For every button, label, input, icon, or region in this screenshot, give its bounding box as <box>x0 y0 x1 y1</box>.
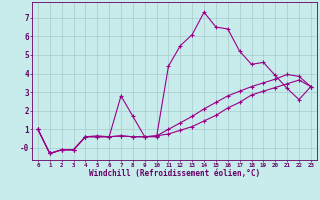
X-axis label: Windchill (Refroidissement éolien,°C): Windchill (Refroidissement éolien,°C) <box>89 169 260 178</box>
